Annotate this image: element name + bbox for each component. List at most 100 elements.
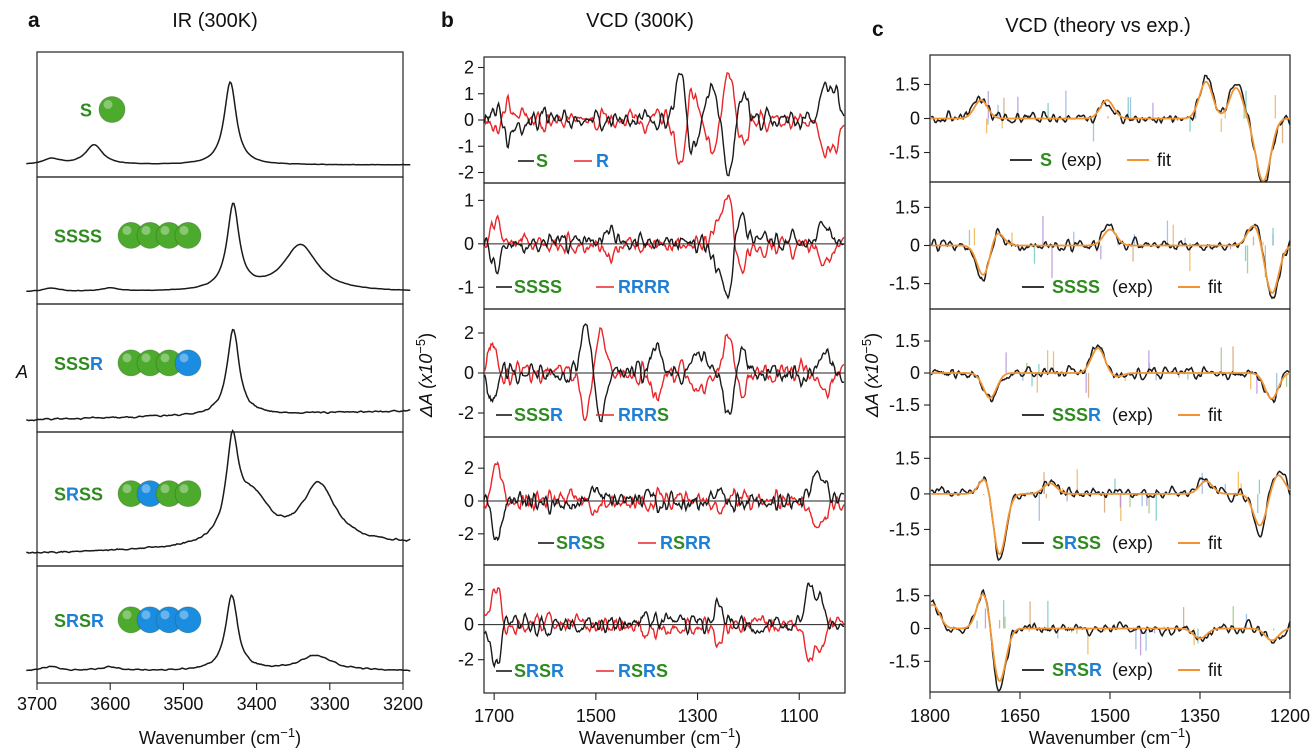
ir-label-s: S — [80, 101, 92, 121]
panel-b-ytick-label: -2 — [458, 524, 474, 544]
molecule-ball-2-highlight — [141, 484, 151, 494]
molecule-ball-1-body — [118, 349, 144, 376]
panel-c-ytick-label: 0 — [910, 363, 920, 383]
vcd-black-line — [483, 211, 845, 300]
vcd-legend-red-label-char: R — [657, 277, 670, 297]
vcd-legend-red-label: RRRR — [618, 277, 670, 297]
exp-legend-sequence: SSSR — [1052, 405, 1101, 425]
exp-line — [930, 74, 1291, 182]
exp-legend-sequence-char: S — [1064, 405, 1076, 425]
ir-line-s — [26, 80, 411, 166]
vcd-legend-black-label-char: S — [514, 661, 526, 681]
vcd-red-line — [483, 72, 845, 166]
vcd-legend-red-label-char: R — [596, 151, 609, 171]
panel-a-subplot: SSSR — [26, 303, 411, 433]
panel-c-label: c — [872, 18, 884, 41]
vcd-black-line — [483, 469, 845, 542]
vcd-legend-black-label-char: R — [526, 661, 539, 681]
vcd-legend-black-label-char: S — [538, 277, 550, 297]
vcd-legend-red-label-char: R — [618, 661, 631, 681]
molecule-ball-3-body — [156, 349, 182, 376]
exp-legend-suffix: (exp) — [1061, 150, 1102, 170]
panel-a-title: IR (300K) — [172, 10, 258, 32]
molecule-ball-1-body — [118, 606, 144, 633]
panel-c-subplot: 1.50-1.5 SSSR (exp) fit — [889, 308, 1291, 438]
ir-label-srsr: SRSR — [54, 611, 104, 631]
panel-c-xtick-label: 1800 — [910, 706, 950, 726]
exp-legend-sequence: SRSS — [1052, 533, 1101, 553]
molecule-ball-1 — [98, 96, 126, 123]
panel-b-ytick-label: 1 — [464, 84, 474, 104]
ir-label-srsr-char: S — [79, 611, 91, 631]
molecule-ball-4-highlight — [179, 484, 189, 494]
exp-legend-sequence-char: S — [1088, 277, 1100, 297]
panel-b-xlabel-main: Wavenumber (cm — [579, 728, 720, 748]
molecule-ball-4-body — [175, 480, 201, 507]
panel-c-xlabel-close: ) — [1185, 728, 1191, 748]
vcd-legend-red-label-char: R — [631, 277, 644, 297]
panel-b-xtick-label: 1500 — [576, 706, 616, 726]
panel-c-frame — [929, 436, 1291, 566]
fit-legend-label: fit — [1208, 660, 1222, 680]
panel-a-label: a — [28, 9, 40, 32]
molecule-ball-3 — [155, 606, 183, 634]
panel-b-ytick-label: 0 — [464, 363, 474, 383]
vcd-legend-black-label-char: S — [526, 405, 538, 425]
ir-label-ssss-char: S — [90, 226, 102, 246]
vcd-legend-red-label-char: S — [656, 661, 668, 681]
molecule-ball-3-body — [156, 606, 182, 633]
molecule-ball-4-rim — [174, 222, 202, 249]
panel-c-ytick-label: -1.5 — [889, 274, 920, 294]
panel-b-subplot: 20-2 SSSR RRRS — [458, 308, 846, 438]
exp-line — [930, 588, 1291, 692]
molecule-ball-2-body — [137, 480, 163, 507]
molecule-ball-1-highlight — [122, 353, 132, 363]
panel-b-ylabel-main: ΔA (x10 — [416, 354, 436, 418]
molecule-ball-1-highlight — [122, 225, 132, 235]
panel-b-ytick-label: 2 — [464, 580, 474, 600]
molecule-ball-1-rim — [98, 96, 126, 123]
molecule-ball-2-body — [137, 222, 163, 249]
vcd-legend-red-label-char: R — [698, 533, 711, 553]
panel-b-ylabel-close: ) — [416, 333, 436, 339]
panel-c-ytick-label: 0 — [910, 619, 920, 639]
exp-legend-sequence-char: S — [1052, 533, 1064, 553]
vcd-legend-red-label-char: R — [660, 533, 673, 553]
vcd-red-line — [483, 460, 845, 529]
molecule-ball-4-highlight — [179, 353, 189, 363]
vcd-legend-black-label: SRSR — [514, 661, 564, 681]
vcd-legend-black-label-char: S — [593, 533, 605, 553]
vcd-legend-red-label-char: R — [685, 533, 698, 553]
molecule-ball-4 — [174, 349, 202, 377]
vcd-legend-black-label-char: S — [538, 405, 550, 425]
panel-c-ytick-label: 1.5 — [895, 331, 920, 351]
panel-a-xtick-label: 3700 — [17, 694, 57, 714]
vcd-legend-black-label-char: S — [550, 277, 562, 297]
exp-legend-sequence-char: S — [1076, 405, 1088, 425]
vcd-red-line — [483, 194, 845, 275]
vcd-legend-red-label: RSRR — [660, 533, 711, 553]
exp-line — [930, 344, 1291, 404]
ir-label-srss-char: S — [91, 485, 103, 505]
panel-c-ytick-label: 1.5 — [895, 448, 920, 468]
fit-line — [931, 474, 1291, 556]
molecule-ball-4-body — [175, 606, 201, 633]
ir-label-srsr-char: R — [91, 611, 104, 631]
molecule-ball-3-highlight — [160, 610, 170, 620]
exp-line — [930, 223, 1291, 300]
panel-b-xtick-label: 1300 — [678, 706, 718, 726]
molecule-ball-2-highlight — [141, 353, 151, 363]
panel-b-ytick-label: -2 — [458, 650, 474, 670]
panel-b-ytick-label: 0 — [464, 615, 474, 635]
vcd-legend-red-label-char: R — [618, 405, 631, 425]
molecule-ball-1-highlight — [103, 100, 113, 109]
panel-b-ytick-label: 2 — [464, 458, 474, 478]
vcd-legend-red-label: RRRS — [618, 405, 669, 425]
ir-label-srss-char: S — [79, 485, 91, 505]
molecule-ball-4 — [174, 222, 202, 249]
exp-legend-sequence-char: S — [1077, 660, 1089, 680]
